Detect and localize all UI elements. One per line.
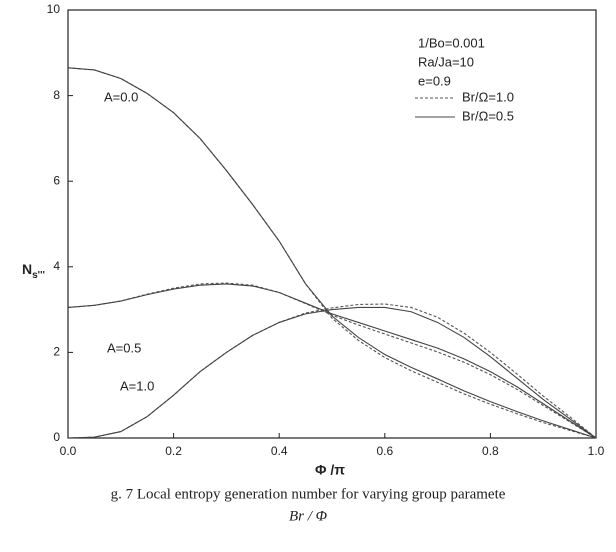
curve-label: A=0.0 [104, 89, 138, 104]
y-axis-label: Ns''' [22, 261, 45, 281]
annotation: 1/Bo=0.001 [418, 35, 485, 50]
x-axis-label: Φ /π [315, 462, 345, 478]
legend-label: Br/Ω=0.5 [462, 108, 514, 123]
x-tick-label: 0.0 [60, 444, 77, 458]
x-tick-label: 0.2 [165, 444, 182, 458]
y-tick-label: 10 [47, 2, 61, 16]
line [67, 283, 597, 439]
y-tick-label: 2 [53, 345, 60, 359]
line [67, 282, 597, 439]
x-tick-label: 0.6 [376, 444, 393, 458]
y-tick-label: 0 [53, 430, 60, 444]
caption-line2: Br / Φ [289, 508, 328, 524]
line [67, 67, 597, 439]
line [67, 306, 597, 439]
x-tick-label: 0.4 [271, 444, 288, 458]
y-tick-label: 8 [53, 88, 60, 102]
y-axis-label-sub: s''' [32, 270, 45, 281]
y-axis-label-main: N [22, 261, 32, 277]
curve-label: A=1.0 [120, 378, 154, 393]
plot-frame [67, 9, 597, 439]
x-tick-label: 1.0 [588, 444, 605, 458]
y-tick-label: 6 [53, 173, 60, 187]
curve-label: A=0.5 [107, 340, 141, 355]
line [67, 303, 597, 439]
x-tick-label: 0.8 [482, 444, 499, 458]
legend-label: Br/Ω=1.0 [462, 89, 514, 104]
caption: g. 7 Local entropy generation number for… [111, 486, 506, 502]
annotation: e=0.9 [418, 73, 451, 88]
annotation: Ra/Ja=10 [418, 54, 474, 69]
y-tick-label: 4 [53, 259, 60, 273]
